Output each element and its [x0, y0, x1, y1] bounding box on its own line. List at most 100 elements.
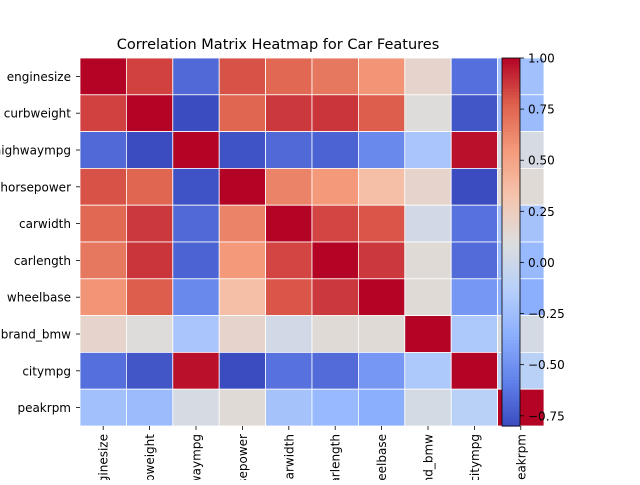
- heatmap-cell: [357, 131, 406, 169]
- heatmap-cell: [265, 167, 313, 206]
- colorbar-segment: [502, 340, 520, 344]
- colorbar-segment: [502, 140, 520, 145]
- colorbar-segment: [502, 220, 520, 225]
- heatmap-cell: [404, 315, 452, 353]
- colorbar-segment: [502, 269, 520, 274]
- heatmap-cell: [126, 204, 174, 243]
- colorbar-segment: [502, 392, 520, 396]
- colorbar-segment: [502, 125, 520, 130]
- colorbar-segment: [502, 330, 520, 335]
- colorbar-segment: [502, 404, 520, 409]
- colorbar-segment: [502, 143, 520, 148]
- heatmap-cell: [126, 241, 174, 280]
- colorbar-segment: [502, 300, 520, 304]
- heatmap-cell: [450, 57, 499, 96]
- heatmap-cell: [79, 315, 127, 353]
- colorbar-segment: [502, 177, 520, 182]
- heatmap-cell: [126, 278, 174, 316]
- column-label: highwaympg: [190, 434, 204, 480]
- colorbar-segment: [502, 196, 520, 200]
- heatmap-cell: [311, 388, 359, 427]
- heatmap-cell: [311, 131, 359, 169]
- colorbar-segment: [502, 159, 520, 163]
- heatmap-cell: [218, 278, 266, 316]
- heatmap-cell: [311, 351, 359, 390]
- colorbar-segment: [502, 343, 520, 347]
- heatmap-cell: [79, 204, 127, 243]
- colorbar-segment: [502, 217, 520, 222]
- colorbar-segment: [502, 373, 520, 378]
- colorbar-segment: [502, 413, 520, 418]
- heatmap-cell: [79, 241, 127, 280]
- heatmap-cell: [126, 388, 174, 427]
- row-label: curbweight: [4, 107, 72, 121]
- colorbar-segment: [502, 128, 520, 133]
- row-label: carlength: [14, 254, 71, 268]
- heatmap-cell: [450, 388, 499, 427]
- colorbar-segment: [502, 245, 520, 249]
- heatmap-cell: [79, 167, 127, 206]
- heatmap-cell: [79, 351, 127, 390]
- heatmap-cell: [126, 315, 174, 353]
- heatmap-cell: [79, 278, 127, 316]
- heatmap-cell: [172, 278, 220, 316]
- heatmap-cell: [126, 167, 174, 206]
- heatmap-cell: [126, 94, 174, 133]
- heatmap-cell: [218, 57, 266, 96]
- colorbar-segment: [502, 419, 520, 424]
- column-label: carwidth: [282, 434, 296, 480]
- colorbar-segment: [502, 208, 520, 212]
- colorbar-segment: [502, 248, 520, 252]
- heatmap-cell: [218, 167, 266, 206]
- heatmap-cell: [404, 241, 452, 280]
- colorbar-segment: [502, 100, 520, 105]
- colorbar-segment: [502, 349, 520, 353]
- colorbar-segment: [502, 278, 520, 283]
- colorbar-segment: [502, 58, 520, 62]
- colorbar-segment: [502, 383, 520, 387]
- colorbar-segment: [502, 202, 520, 206]
- heatmap-cell: [450, 241, 499, 280]
- colorbar-segment: [502, 113, 520, 117]
- colorbar-segment: [502, 355, 520, 360]
- colorbar-segment: [502, 122, 520, 127]
- column-label: horsepower: [236, 434, 250, 480]
- colorbar-segment: [502, 88, 520, 93]
- colorbar-segment: [502, 291, 520, 295]
- colorbar-segment: [502, 294, 520, 298]
- colorbar-segment: [502, 226, 520, 231]
- colorbar-segment: [502, 422, 520, 427]
- heatmap-cell: [172, 241, 220, 280]
- colorbar-segment: [502, 183, 520, 188]
- colorbar-segment: [502, 107, 520, 111]
- heatmap-cell: [265, 204, 313, 243]
- heatmap-cell: [172, 315, 220, 353]
- colorbar: 1.00 0.75 0.50 0.25 0.00 −0.25 −0.50 −0.75: [501, 52, 565, 427]
- colorbar-segment: [502, 189, 520, 194]
- row-label: citympg: [22, 364, 71, 378]
- heatmap-cell: [404, 57, 452, 96]
- column-label: brand_bmw: [422, 434, 436, 480]
- heatmap-cell: [311, 241, 359, 280]
- heatmap-cell: [265, 388, 313, 427]
- heatmap-cell: [357, 351, 406, 390]
- colorbar-tick-label: 0.50: [528, 154, 555, 168]
- heatmap-cell: [357, 167, 406, 206]
- colorbar-segment: [502, 327, 520, 332]
- colorbar-segment: [502, 309, 520, 314]
- row-label: wheelbase: [7, 291, 71, 305]
- heatmap-cell: [218, 388, 266, 427]
- colorbar-tick-label: 0.00: [528, 256, 555, 270]
- heatmap-cell: [450, 351, 499, 390]
- heatmap-cell: [265, 315, 313, 353]
- column-label: wheelbase: [375, 434, 389, 480]
- heatmap-cell: [172, 94, 220, 133]
- colorbar-segment: [502, 131, 520, 136]
- colorbar-segment: [502, 398, 520, 403]
- colorbar-segment: [502, 153, 520, 157]
- colorbar-segment: [502, 232, 520, 237]
- colorbar-segment: [502, 407, 520, 412]
- colorbar-segment: [502, 315, 520, 320]
- heatmap-cell: [357, 204, 406, 243]
- colorbar-segment: [502, 410, 520, 415]
